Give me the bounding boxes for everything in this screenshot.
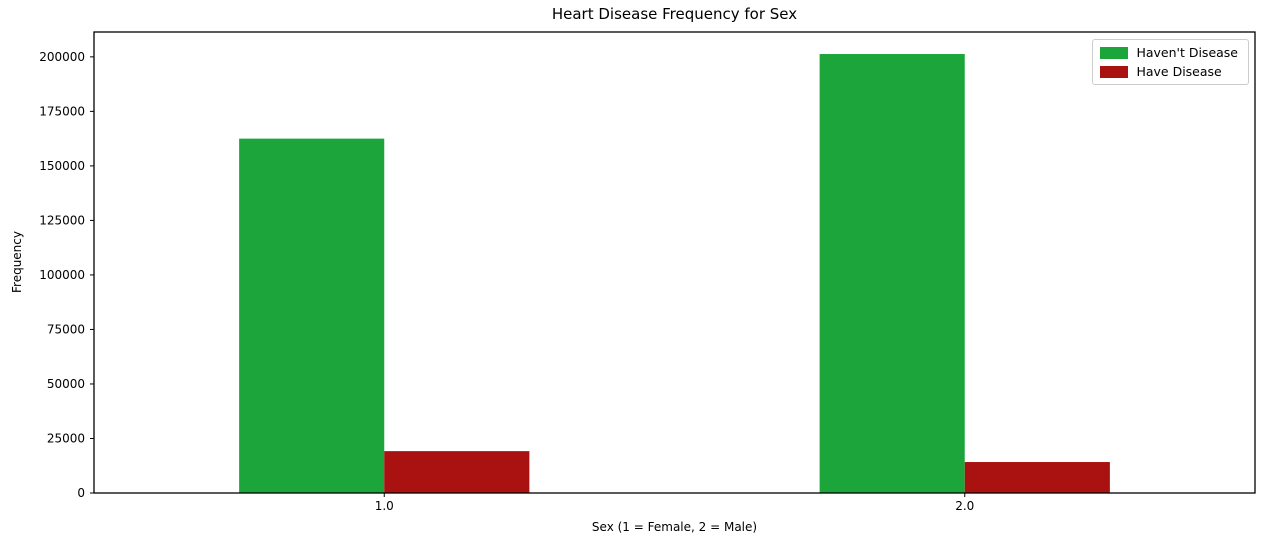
y-tick-label: 50000 <box>47 377 85 391</box>
chart-title: Heart Disease Frequency for Sex <box>551 5 798 23</box>
x-axis-label: Sex (1 = Female, 2 = Male) <box>591 520 758 534</box>
y-tick-label: 175000 <box>39 104 85 118</box>
y-tick-label: 100000 <box>39 268 85 282</box>
x-tick-label: 1.0 <box>375 499 394 513</box>
y-tick-label: 150000 <box>39 159 85 173</box>
x-tick-label: 2.0 <box>955 499 974 513</box>
y-tick-label: 0 <box>77 486 85 500</box>
legend-item: Have Disease <box>1100 64 1238 79</box>
legend: Haven't Disease Have Disease <box>1092 39 1249 85</box>
bar-have-disease-sex-1.0 <box>384 451 530 493</box>
y-tick-label: 25000 <box>47 431 85 445</box>
y-axis-label: Frequency <box>10 231 24 293</box>
axes-spines <box>93 31 1256 494</box>
y-tick-label: 75000 <box>47 322 85 336</box>
legend-label: Have Disease <box>1136 64 1222 79</box>
y-tick-label: 200000 <box>39 50 85 64</box>
legend-label: Haven't Disease <box>1136 45 1238 60</box>
legend-swatch-icon <box>1100 65 1129 78</box>
bar-have-disease-sex-2.0 <box>964 462 1110 493</box>
y-tick-label: 125000 <box>39 213 85 227</box>
legend-swatch-icon <box>1100 46 1129 59</box>
legend-item: Haven't Disease <box>1100 45 1238 60</box>
bar-no-disease-sex-2.0 <box>819 54 965 493</box>
bar-no-disease-sex-1.0 <box>239 138 385 493</box>
